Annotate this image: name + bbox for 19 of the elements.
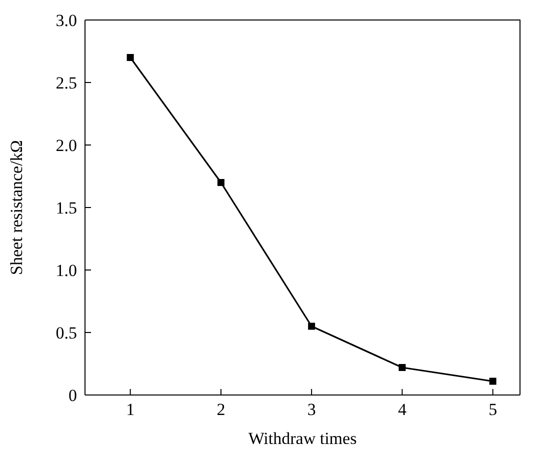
y-tick-label: 0.5 <box>56 324 77 343</box>
x-tick-label: 2 <box>216 400 226 420</box>
y-axis-title: Sheet resistance/kΩ <box>7 140 26 275</box>
x-tick-label: 3 <box>307 400 316 420</box>
point <box>489 378 496 385</box>
y-tick-label: 1.5 <box>56 198 77 218</box>
y-tick-label: 0 <box>68 386 77 406</box>
x-tick-label: 1 <box>126 400 135 420</box>
y-tick-label: 2.5 <box>56 74 77 93</box>
x-tick-label: 4 <box>398 400 407 420</box>
x-axis-title: Withdraw times <box>248 429 357 448</box>
point <box>398 364 406 371</box>
x-tick-label: 5 <box>488 400 498 420</box>
y-tick-label: 3.0 <box>56 11 77 30</box>
y-tick-label: 2.0 <box>56 136 77 156</box>
point <box>308 322 316 330</box>
point <box>217 179 224 186</box>
point <box>126 54 134 61</box>
y-tick-label: 1.0 <box>56 261 77 280</box>
